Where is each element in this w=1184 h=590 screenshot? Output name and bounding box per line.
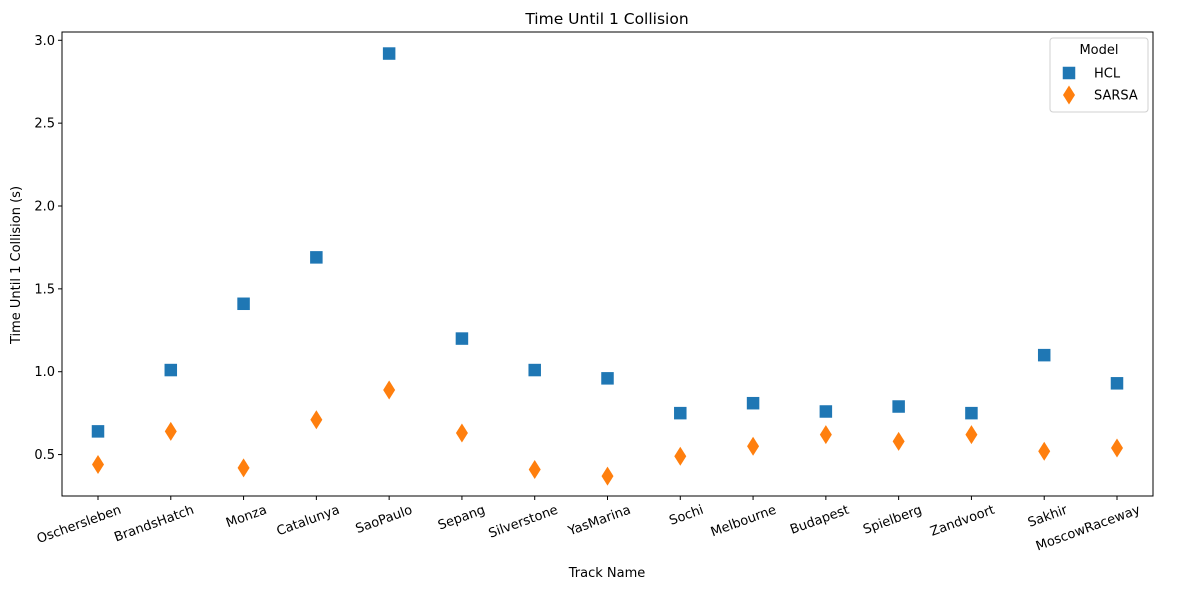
legend-label-sarsa: SARSA: [1094, 89, 1138, 104]
sarsa-point: [383, 380, 396, 400]
sarsa-point: [455, 423, 468, 443]
sarsa-point: [237, 458, 250, 478]
hcl-point: [164, 363, 178, 377]
sarsa-point: [164, 421, 177, 441]
legend-title: Model: [1079, 43, 1118, 58]
hcl-point: [91, 425, 105, 438]
hcl-point: [382, 47, 396, 60]
hcl-point: [965, 406, 978, 420]
hcl-point: [237, 297, 250, 311]
sarsa-point: [1038, 441, 1051, 461]
hcl-point: [455, 332, 469, 345]
y-tick-label: 2.0: [34, 200, 55, 215]
hcl-point: [819, 405, 833, 418]
sarsa-point: [747, 436, 760, 456]
sarsa-point: [601, 466, 614, 486]
hcl-point: [674, 406, 687, 420]
sarsa-point: [1111, 438, 1123, 458]
y-tick-label: 3.0: [34, 34, 55, 49]
sarsa-point: [892, 431, 905, 451]
y-axis-label: Time Until 1 Collision (s): [9, 186, 24, 345]
hcl-point: [746, 396, 760, 410]
legend-marker-sarsa: [1063, 85, 1075, 105]
y-tick-label: 0.5: [34, 448, 55, 463]
sarsa-point: [674, 446, 687, 466]
legend: Model HCL SARSA: [1049, 37, 1149, 113]
sarsa-point: [92, 455, 104, 475]
legend-frame: [1049, 37, 1149, 113]
y-tick-label: 1.0: [34, 365, 55, 380]
sarsa-point: [310, 410, 323, 430]
legend-marker-hcl: [1062, 66, 1076, 80]
chart-title: Time Until 1 Collision: [524, 10, 688, 28]
hcl-point: [892, 400, 905, 413]
hcl-point: [1110, 377, 1124, 390]
hcl-point: [528, 363, 541, 377]
y-tick-label: 1.5: [34, 282, 55, 297]
sarsa-point: [528, 459, 541, 479]
hcl-point: [1037, 348, 1051, 362]
y-tick-label: 2.5: [34, 117, 55, 132]
hcl-point: [310, 251, 323, 264]
legend-label-hcl: HCL: [1094, 67, 1121, 82]
sarsa-point: [819, 425, 832, 445]
hcl-point: [601, 372, 614, 385]
sarsa-point: [965, 425, 978, 445]
x-axis-label: Track Name: [568, 566, 646, 581]
